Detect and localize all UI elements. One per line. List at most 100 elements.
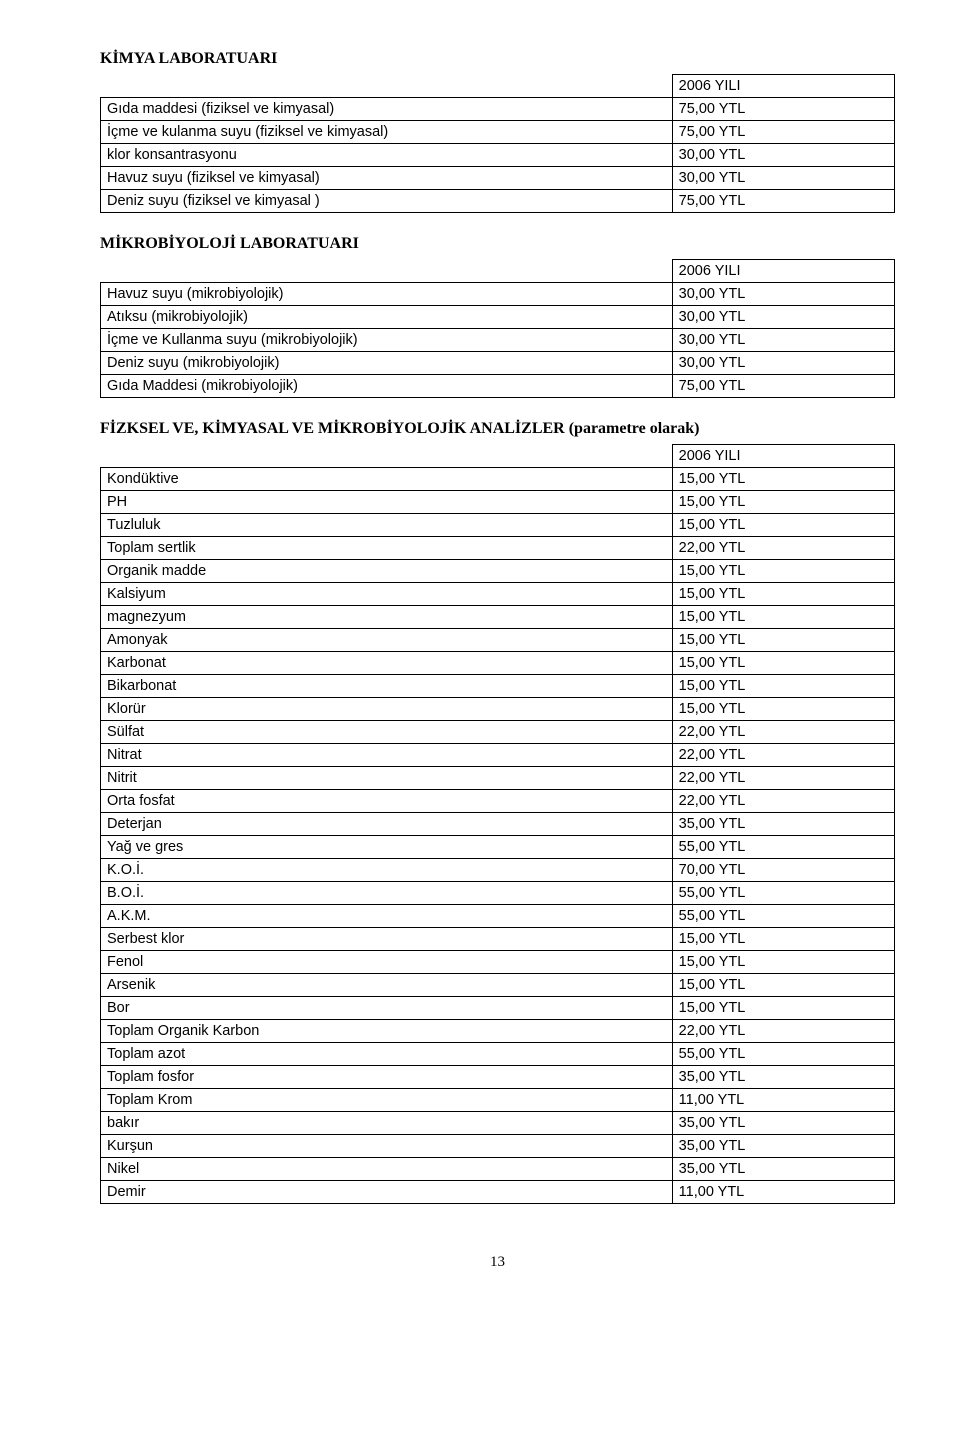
table-row: K.O.İ.70,00 YTL xyxy=(101,859,895,882)
row-label: Deniz suyu (fiziksel ve kimyasal ) xyxy=(101,190,673,213)
table-row: Kurşun35,00 YTL xyxy=(101,1135,895,1158)
row-label: İçme ve Kullanma suyu (mikrobiyolojik) xyxy=(101,329,673,352)
table-row: Toplam fosfor35,00 YTL xyxy=(101,1066,895,1089)
row-label: Nikel xyxy=(101,1158,673,1181)
row-label: Klorür xyxy=(101,698,673,721)
row-label: Karbonat xyxy=(101,652,673,675)
table-row: Atıksu (mikrobiyolojik)30,00 YTL xyxy=(101,306,895,329)
price-table: 2006 YILIKondüktive15,00 YTLPH15,00 YTLT… xyxy=(100,444,895,1204)
table-row: Kalsiyum15,00 YTL xyxy=(101,583,895,606)
row-label: K.O.İ. xyxy=(101,859,673,882)
table-row: Orta fosfat22,00 YTL xyxy=(101,790,895,813)
row-label: Tuzluluk xyxy=(101,514,673,537)
row-label: Organik madde xyxy=(101,560,673,583)
row-value: 22,00 YTL xyxy=(672,744,894,767)
row-value: 15,00 YTL xyxy=(672,997,894,1020)
section-heading: MİKROBİYOLOJİ LABORATUARI xyxy=(100,235,895,253)
document-root: KİMYA LABORATUARI2006 YILIGıda maddesi (… xyxy=(100,50,895,1204)
row-value: 35,00 YTL xyxy=(672,1158,894,1181)
table-row: Organik madde15,00 YTL xyxy=(101,560,895,583)
table-row: Deniz suyu (mikrobiyolojik)30,00 YTL xyxy=(101,352,895,375)
section-heading: FİZKSEL VE, KİMYASAL VE MİKROBİYOLOJİK A… xyxy=(100,420,895,438)
section-heading: KİMYA LABORATUARI xyxy=(100,50,895,68)
row-value: 15,00 YTL xyxy=(672,951,894,974)
row-label: Havuz suyu (fiziksel ve kimyasal) xyxy=(101,167,673,190)
table-row: Arsenik15,00 YTL xyxy=(101,974,895,997)
row-label: Toplam sertlik xyxy=(101,537,673,560)
row-label: Fenol xyxy=(101,951,673,974)
row-label: Bikarbonat xyxy=(101,675,673,698)
row-value: 30,00 YTL xyxy=(672,144,894,167)
row-label: Demir xyxy=(101,1181,673,1204)
row-label: PH xyxy=(101,491,673,514)
table-row: Bikarbonat15,00 YTL xyxy=(101,675,895,698)
row-label: Gıda Maddesi (mikrobiyolojik) xyxy=(101,375,673,398)
row-value: 30,00 YTL xyxy=(672,167,894,190)
row-label: Deterjan xyxy=(101,813,673,836)
table-row: PH15,00 YTL xyxy=(101,491,895,514)
table-row: Toplam Organik Karbon22,00 YTL xyxy=(101,1020,895,1043)
row-value: 70,00 YTL xyxy=(672,859,894,882)
row-value: 75,00 YTL xyxy=(672,98,894,121)
row-value: 15,00 YTL xyxy=(672,491,894,514)
row-value: 15,00 YTL xyxy=(672,629,894,652)
table-row: İçme ve Kullanma suyu (mikrobiyolojik)30… xyxy=(101,329,895,352)
row-label: klor konsantrasyonu xyxy=(101,144,673,167)
price-table: 2006 YILIGıda maddesi (fiziksel ve kimya… xyxy=(100,74,895,213)
table-row: magnezyum15,00 YTL xyxy=(101,606,895,629)
row-value: 15,00 YTL xyxy=(672,606,894,629)
table-row: Havuz suyu (mikrobiyolojik)30,00 YTL xyxy=(101,283,895,306)
row-value: 55,00 YTL xyxy=(672,905,894,928)
row-value: 15,00 YTL xyxy=(672,514,894,537)
table-row: A.K.M.55,00 YTL xyxy=(101,905,895,928)
table-row: Nikel35,00 YTL xyxy=(101,1158,895,1181)
row-label: İçme ve kulanma suyu (fiziksel ve kimyas… xyxy=(101,121,673,144)
table-row: Toplam azot55,00 YTL xyxy=(101,1043,895,1066)
table-row: Serbest klor15,00 YTL xyxy=(101,928,895,951)
year-header: 2006 YILI xyxy=(672,445,894,468)
year-spacer xyxy=(101,445,673,468)
row-value: 35,00 YTL xyxy=(672,1066,894,1089)
row-label: Sülfat xyxy=(101,721,673,744)
row-value: 35,00 YTL xyxy=(672,1135,894,1158)
row-value: 30,00 YTL xyxy=(672,352,894,375)
row-label: Arsenik xyxy=(101,974,673,997)
row-value: 22,00 YTL xyxy=(672,721,894,744)
table-row: Sülfat22,00 YTL xyxy=(101,721,895,744)
table-row: Bor15,00 YTL xyxy=(101,997,895,1020)
row-value: 75,00 YTL xyxy=(672,375,894,398)
row-label: magnezyum xyxy=(101,606,673,629)
price-table: 2006 YILIHavuz suyu (mikrobiyolojik)30,0… xyxy=(100,259,895,398)
row-value: 15,00 YTL xyxy=(672,974,894,997)
row-label: Toplam Organik Karbon xyxy=(101,1020,673,1043)
table-row: klor konsantrasyonu30,00 YTL xyxy=(101,144,895,167)
row-label: Havuz suyu (mikrobiyolojik) xyxy=(101,283,673,306)
row-label: B.O.İ. xyxy=(101,882,673,905)
row-label: Atıksu (mikrobiyolojik) xyxy=(101,306,673,329)
table-row: Gıda maddesi (fiziksel ve kimyasal)75,00… xyxy=(101,98,895,121)
row-value: 55,00 YTL xyxy=(672,1043,894,1066)
row-value: 30,00 YTL xyxy=(672,329,894,352)
row-value: 55,00 YTL xyxy=(672,836,894,859)
row-value: 15,00 YTL xyxy=(672,928,894,951)
table-row: Nitrat22,00 YTL xyxy=(101,744,895,767)
table-row: bakır35,00 YTL xyxy=(101,1112,895,1135)
year-header: 2006 YILI xyxy=(672,260,894,283)
row-label: Toplam azot xyxy=(101,1043,673,1066)
table-row: B.O.İ.55,00 YTL xyxy=(101,882,895,905)
row-label: Kurşun xyxy=(101,1135,673,1158)
row-label: Nitrat xyxy=(101,744,673,767)
table-row: Nitrit22,00 YTL xyxy=(101,767,895,790)
row-value: 22,00 YTL xyxy=(672,767,894,790)
row-value: 30,00 YTL xyxy=(672,283,894,306)
row-value: 75,00 YTL xyxy=(672,190,894,213)
row-label: bakır xyxy=(101,1112,673,1135)
table-year-row: 2006 YILI xyxy=(101,445,895,468)
row-value: 15,00 YTL xyxy=(672,675,894,698)
table-row: Toplam sertlik22,00 YTL xyxy=(101,537,895,560)
row-value: 15,00 YTL xyxy=(672,652,894,675)
row-label: A.K.M. xyxy=(101,905,673,928)
row-label: Toplam Krom xyxy=(101,1089,673,1112)
year-spacer xyxy=(101,75,673,98)
table-row: Kondüktive15,00 YTL xyxy=(101,468,895,491)
